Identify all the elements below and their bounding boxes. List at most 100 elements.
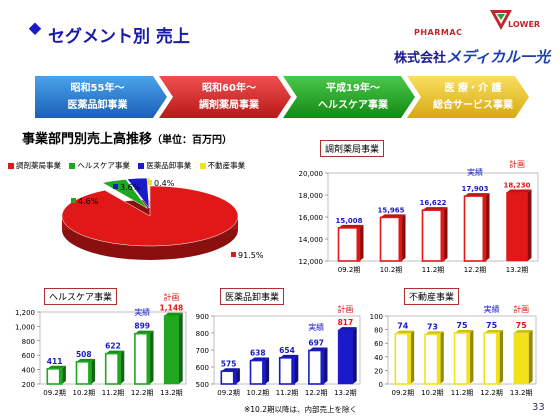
bar-side	[323, 347, 328, 384]
bar-side	[359, 224, 364, 261]
flower-logo-icon	[490, 10, 512, 30]
data-label: 17,903	[461, 185, 488, 193]
pharmacy-bar-chart: 12,000 14,000 16,000 18,000 20,000 15,008 09.2…	[299, 159, 539, 274]
bar-shade	[407, 333, 411, 384]
bar-top	[513, 330, 533, 333]
y-tick-label: 800	[22, 338, 35, 346]
bar-side	[469, 330, 474, 384]
bar	[421, 209, 445, 262]
x-tick-label: 09.2期	[43, 389, 66, 397]
segment-healthcare: 平成19年〜 ヘルスケア事業	[318, 83, 388, 111]
x-tick-label: 10.2期	[73, 389, 96, 397]
actual-label: 実績	[467, 167, 483, 177]
x-tick-label: 09.2期	[217, 389, 240, 397]
x-tick-label: 11.2期	[422, 266, 445, 274]
data-label: 73	[427, 322, 438, 331]
data-label: 15,008	[335, 217, 362, 225]
bar	[513, 332, 529, 385]
data-label: 638	[250, 349, 266, 358]
page-number: 33	[532, 402, 545, 413]
segment-wholesale: 昭和55年〜 医薬品卸事業	[67, 83, 128, 111]
y-tick-label: 100	[370, 313, 383, 321]
segment-pharmacy: 昭和60年〜 調剤薬局事業	[199, 83, 259, 111]
y-tick-label: 600	[22, 352, 35, 360]
bar	[163, 315, 179, 385]
bar-side	[528, 330, 533, 384]
x-tick-label: 12.2期	[480, 389, 503, 397]
x-tick-label: 13.2期	[334, 389, 357, 397]
pie-label: 0.4%	[154, 179, 175, 188]
real-estate-chart-title: 不動産事業	[404, 288, 460, 305]
bar	[463, 195, 487, 262]
bar-side	[485, 193, 490, 261]
actual-label: 実績	[484, 304, 500, 314]
bar-shade	[232, 371, 236, 384]
healthcare-chart-title: ヘルスケア事業	[44, 288, 118, 305]
y-tick-label: 400	[22, 367, 35, 375]
bar-top	[506, 189, 532, 193]
plan-label: 計画	[337, 304, 353, 314]
x-tick-label: 09.2期	[338, 266, 361, 274]
plan-label: 計画	[163, 292, 179, 302]
y-tick-label: 40	[374, 354, 383, 362]
pie-label: 91.5%	[238, 251, 264, 260]
pharmacy-chart-title: 調剤薬局事業	[320, 140, 385, 157]
bar-shade	[466, 333, 470, 384]
bar-side	[499, 330, 503, 384]
data-label: 1,148	[160, 304, 184, 313]
bar-side	[91, 358, 96, 384]
x-tick-label: 12.2期	[464, 266, 487, 274]
data-label: 654	[279, 346, 295, 355]
page-title: セグメント別 売上	[48, 27, 190, 47]
x-tick-label: 12.2期	[131, 389, 154, 397]
pie-label: 4.6%	[78, 197, 99, 206]
data-label: 411	[47, 357, 63, 366]
bar-side	[439, 331, 444, 384]
plan-label: 計画	[513, 304, 529, 314]
bar-shade	[440, 210, 444, 261]
bar	[394, 332, 412, 385]
segment-pie-chart: 91.5% 4.6% 3.6% 0.4%	[61, 177, 264, 260]
legend-item-real-estate: 不動産事業	[199, 160, 245, 171]
x-tick-label: 11.2期	[102, 389, 125, 397]
x-tick-label: 13.2期	[160, 389, 183, 397]
bar-side	[294, 354, 299, 384]
healthcare-bar-chart: 200 400 600 800 1,000 1,200 411 09.2期 508 10.2期 62…	[15, 292, 187, 397]
bar-shade	[58, 368, 62, 384]
data-label: 15,965	[377, 206, 404, 214]
bar-side	[352, 327, 357, 384]
data-label: 75	[456, 321, 468, 330]
y-tick-label: 200	[22, 381, 35, 389]
x-tick-label: 10.2期	[380, 266, 403, 274]
data-label: 697	[308, 339, 324, 348]
data-label: 18,230	[503, 181, 530, 189]
y-tick-label: 1,000	[15, 323, 35, 331]
y-tick-label: 600	[196, 364, 209, 372]
y-tick-label: 60	[374, 340, 383, 348]
x-tick-label: 11.2期	[276, 389, 299, 397]
x-tick-label: 11.2期	[451, 389, 474, 397]
footnote: ※10.2期以降は、内部売上を除く	[244, 405, 357, 414]
bar-side	[401, 214, 406, 261]
data-label: 817	[338, 318, 354, 327]
data-label: 75	[486, 321, 498, 330]
bar-side	[410, 330, 415, 384]
legend-item-wholesale: 医薬品卸事業	[138, 160, 191, 171]
data-label: 899	[134, 322, 150, 331]
data-label: 508	[76, 350, 92, 359]
bar-shade	[436, 334, 440, 384]
y-tick-label: 20,000	[299, 170, 324, 178]
bar-shade	[398, 217, 402, 261]
bar	[506, 192, 528, 262]
bar-shade	[356, 227, 360, 261]
bar-side	[443, 207, 448, 261]
bar	[379, 216, 403, 262]
pie-slice	[61, 185, 239, 247]
x-tick-label: 13.2期	[506, 266, 529, 274]
pie-label: 3.6%	[120, 183, 141, 192]
segment-care-services: 医 療・介 護総合サービス事業	[433, 83, 513, 111]
y-tick-label: 700	[196, 347, 209, 355]
section-title: 事業部門別売上高推移（単位：百万円）	[22, 132, 233, 147]
bar-shade	[482, 196, 486, 261]
bar	[337, 227, 361, 262]
